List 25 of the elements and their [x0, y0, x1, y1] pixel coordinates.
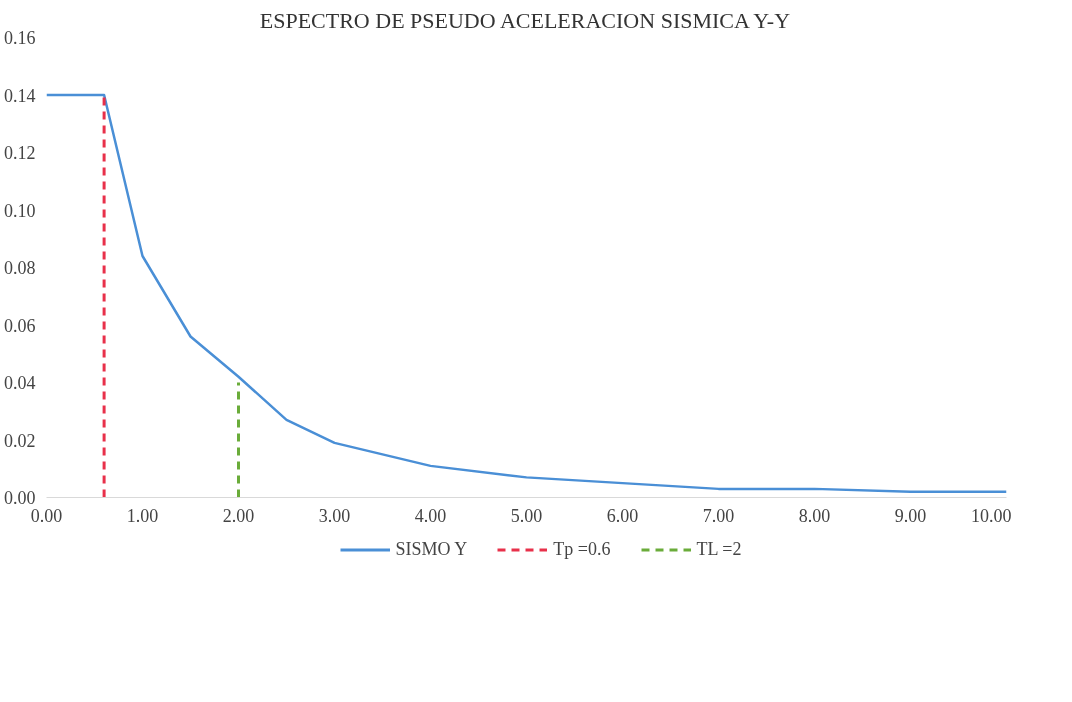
y-tick-label: 0.14	[4, 85, 36, 106]
y-tick-label: 0.04	[4, 373, 36, 393]
y-tick-label: 0.02	[4, 430, 36, 451]
line-series	[46, 93, 1007, 493]
x-tick-label: 0.00	[30, 505, 63, 526]
y-tick-label: 0.16	[4, 28, 36, 48]
chart-title: ESPECTRO DE PSEUDO ACELERACION SISMICA Y-Y	[259, 7, 791, 33]
x-tick-label: 7.00	[702, 505, 735, 526]
x-tick-label: 10.00	[971, 505, 1012, 526]
x-tick-label: 2.00	[222, 505, 255, 526]
y-tick-label: 0.08	[4, 258, 36, 278]
y-tick-label: 0.06	[4, 315, 36, 336]
x-tick-label: 8.00	[798, 505, 831, 526]
x-tick-label: 4.00	[414, 505, 447, 526]
y-tick-label: 0.00	[4, 488, 36, 508]
y-tick-label: 0.10	[4, 200, 36, 221]
y-tick-label: 0.12	[4, 143, 36, 163]
legend-label: Tp =0.6	[553, 538, 611, 560]
legend-label: SISMO Y	[395, 538, 468, 560]
x-tick-label: 3.00	[318, 505, 351, 526]
x-tick-label: 6.00	[606, 505, 639, 526]
x-tick-label: 5.00	[510, 505, 543, 526]
x-tick-label: 9.00	[894, 505, 927, 526]
legend-label: TL =2	[696, 538, 742, 560]
x-tick-label: 1.00	[126, 505, 159, 526]
